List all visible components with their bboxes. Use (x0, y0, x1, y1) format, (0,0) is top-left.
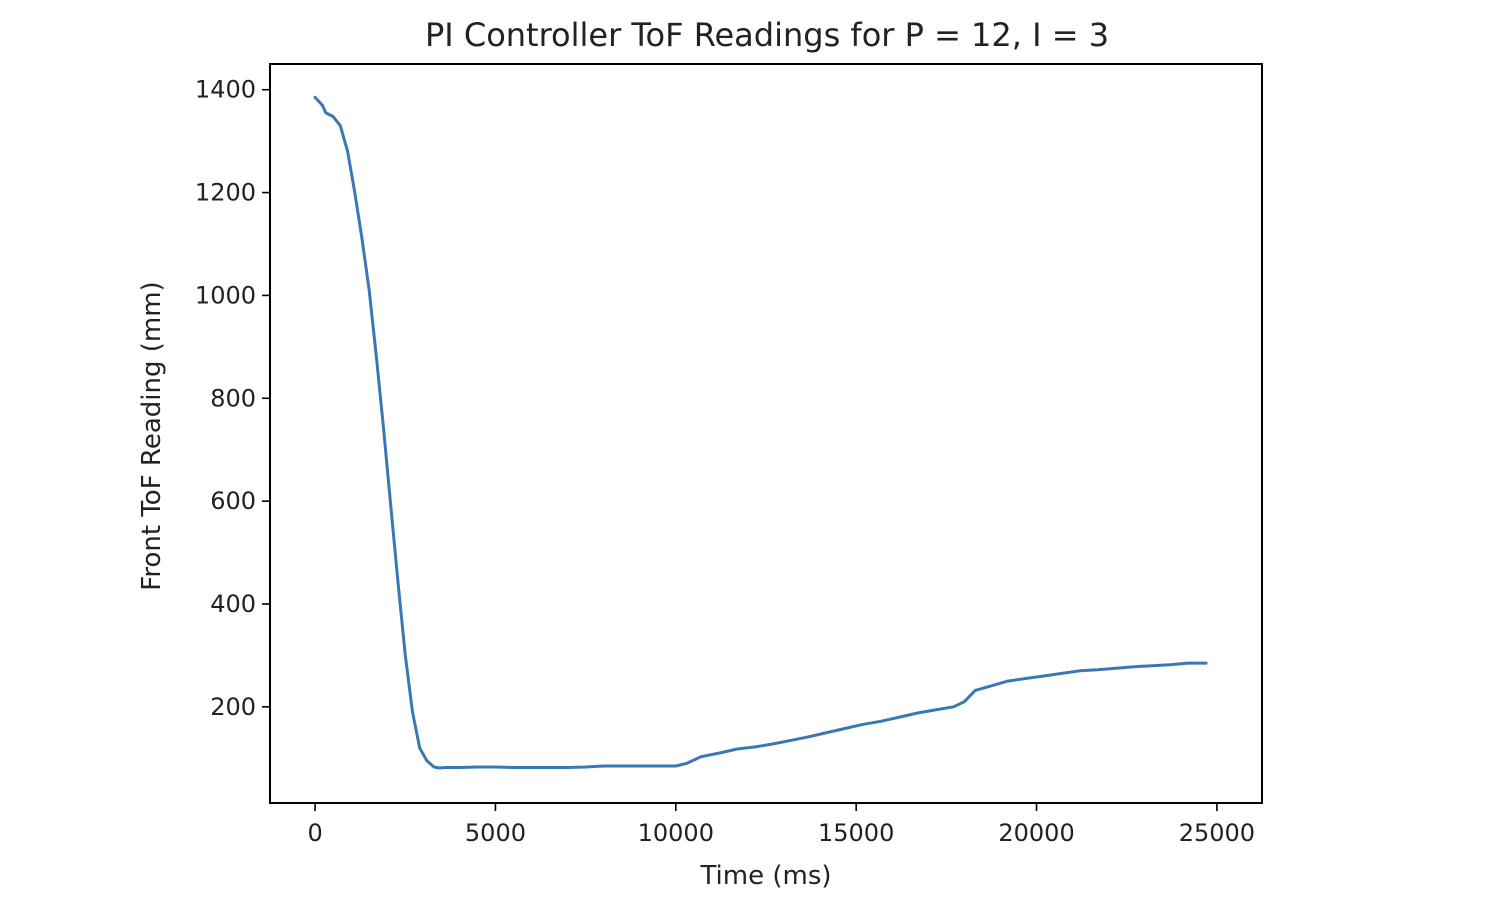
y-tick-label: 200 (210, 693, 256, 721)
x-axis: 0 5000 10000 15000 20000 25000 (307, 803, 1255, 847)
x-axis-label: Time (ms) (699, 861, 831, 891)
y-tick-label: 1400 (195, 76, 256, 104)
y-tick-label: 800 (210, 384, 256, 412)
y-axis: 200 400 600 800 1000 1200 1400 (195, 76, 270, 721)
series-line (313, 95, 1208, 770)
plot-frame (269, 63, 1263, 804)
plot-area (313, 95, 1208, 770)
x-tick-label: 20000 (998, 819, 1074, 847)
x-tick-label: 0 (307, 819, 322, 847)
y-axis-label: Front ToF Reading (mm) (137, 281, 167, 590)
chart-title: PI Controller ToF Readings for P = 12, I… (425, 16, 1109, 54)
x-tick-label: 10000 (638, 819, 714, 847)
x-tick-label: 5000 (465, 819, 526, 847)
y-tick-label: 600 (210, 487, 256, 515)
x-tick-label: 25000 (1179, 819, 1255, 847)
y-tick-label: 400 (210, 590, 256, 618)
y-tick-label: 1000 (195, 281, 256, 309)
x-tick-label: 15000 (818, 819, 894, 847)
y-tick-label: 1200 (195, 179, 256, 207)
